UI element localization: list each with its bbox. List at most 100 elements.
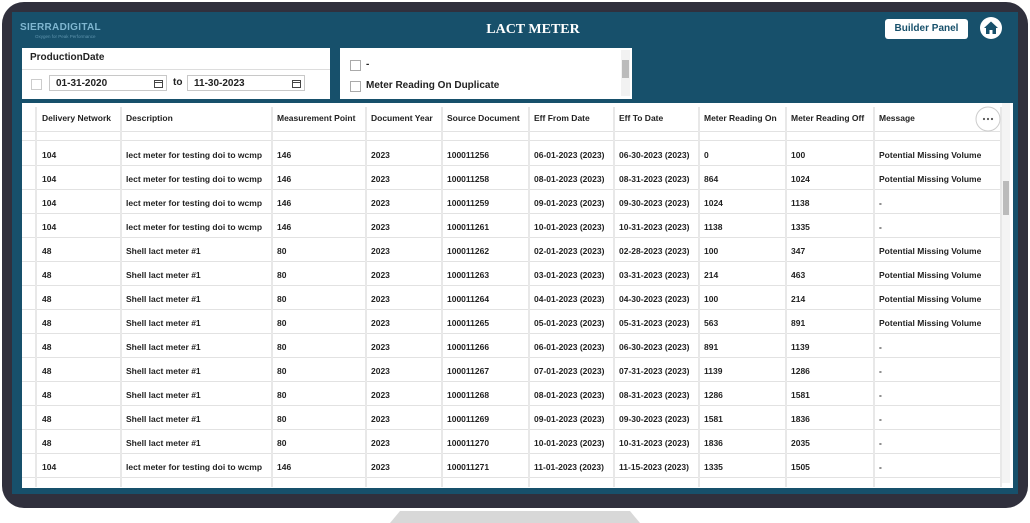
row-line <box>22 261 1002 262</box>
table-cell: 104 <box>42 174 57 184</box>
table-cell: 2023 <box>371 174 390 184</box>
table-cell: 48 <box>42 318 52 328</box>
column-header: Meter Reading Off <box>791 113 865 123</box>
table-cell: 48 <box>42 414 52 424</box>
date-from[interactable]: 01-31-2020 <box>49 75 167 91</box>
table-cell: 03-01-2023 (2023) <box>534 270 605 280</box>
table-cell: 80 <box>277 270 287 280</box>
table-cell: 02-28-2023 (2023) <box>619 246 690 256</box>
table-cell: 06-01-2023 (2023) <box>534 150 605 160</box>
row-line <box>22 381 1002 382</box>
row-line <box>22 285 1002 286</box>
table-cell: 09-30-2023 (2023) <box>619 198 690 208</box>
table-cell: - <box>879 222 882 232</box>
row-line <box>22 333 1002 334</box>
table-cell: - <box>879 462 882 472</box>
checkbox[interactable] <box>350 60 361 71</box>
table-cell: 2023 <box>371 294 390 304</box>
table-cell: 10-01-2023 (2023) <box>534 222 605 232</box>
table-cell: 48 <box>42 390 52 400</box>
table-cell: 10-31-2023 (2023) <box>619 438 690 448</box>
table-cell: 06-30-2023 (2023) <box>619 150 690 160</box>
table-cell: 1581 <box>704 414 723 424</box>
header-line <box>22 131 1002 132</box>
table-cell: Shell lact meter #1 <box>126 318 201 328</box>
more-button[interactable] <box>974 105 1002 133</box>
table-cell: Shell lact meter #1 <box>126 294 201 304</box>
table-cell: 214 <box>704 270 719 280</box>
column-header: er <box>22 113 31 123</box>
builder-panel-button[interactable]: Builder Panel <box>885 19 968 39</box>
column-header: Meter Reading On <box>704 113 777 123</box>
checkbox[interactable] <box>31 79 42 90</box>
table-cell: 100011270 <box>447 438 490 448</box>
table-cell: 09-01-2023 (2023) <box>534 198 605 208</box>
table-cell: 48 <box>42 438 52 448</box>
table-cell: 146 <box>277 150 292 160</box>
table-cell: - <box>879 198 882 208</box>
v-scrollbar[interactable] <box>1002 103 1010 483</box>
table-cell: Potential Missing Volume <box>879 270 982 280</box>
row-line <box>22 477 1002 478</box>
table-cell: 06-30-2023 (2023) <box>619 342 690 352</box>
scroll-thumb[interactable] <box>1003 181 1009 215</box>
table-cell: 104 <box>42 462 57 472</box>
table-cell: 2023 <box>371 318 390 328</box>
calendar-icon <box>154 80 163 88</box>
table-cell: lect meter for testing doi to wcmp <box>126 462 263 472</box>
table-cell: 2023 <box>371 414 390 424</box>
table-cell: 0 <box>704 150 709 160</box>
scrollbar[interactable] <box>621 50 630 96</box>
table-cell: 48 <box>42 246 52 256</box>
table-cell: Shell lact meter #1 <box>126 390 201 400</box>
to-label: to <box>173 77 183 88</box>
column-divider <box>441 107 443 487</box>
row-line <box>22 357 1002 358</box>
table-cell: 100 <box>704 294 719 304</box>
table-cell: 05-01-2023 (2023) <box>534 318 605 328</box>
column-header: Description <box>126 113 173 123</box>
date-to[interactable]: 11-30-2023 <box>187 75 305 91</box>
table-cell: 08-31-2023 (2023) <box>619 390 690 400</box>
table-cell: Potential Missing Volume <box>879 294 982 304</box>
table-cell: 1138 <box>704 222 723 232</box>
partial-row-line <box>22 140 1002 141</box>
date-text: 11-30-2023 <box>194 78 245 89</box>
table-cell: - <box>879 390 882 400</box>
column-header: Measurement Point <box>277 113 356 123</box>
table-cell: 80 <box>277 366 287 376</box>
column-header: Eff To Date <box>619 113 664 123</box>
table-cell: 04-01-2023 (2023) <box>534 294 605 304</box>
table-cell: 07-01-2023 (2023) <box>534 366 605 376</box>
table-cell: Potential Missing Volume <box>879 318 982 328</box>
calendar-icon <box>292 80 301 88</box>
table-cell: 100011266 <box>447 342 490 352</box>
table-cell: 100011267 <box>447 366 490 376</box>
row-line <box>22 429 1002 430</box>
table-cell: 100011262 <box>447 246 490 256</box>
scroll-thumb[interactable] <box>622 60 629 78</box>
table-cell: 1138 <box>791 198 810 208</box>
checklist-item: Meter Reading On Duplicate <box>366 80 500 91</box>
table-cell: 2023 <box>371 270 390 280</box>
column-divider <box>365 107 367 487</box>
filter-label: ProductionDate <box>30 52 105 63</box>
column-header: Message <box>879 113 915 123</box>
monitor-stand <box>390 511 640 523</box>
table-cell: 146 <box>277 198 292 208</box>
table-cell: - <box>879 414 882 424</box>
table-cell: 1836 <box>704 438 723 448</box>
table-cell: lect meter for testing doi to wcmp <box>126 222 263 232</box>
table-cell: 100011271 <box>447 462 490 472</box>
table-cell: 80 <box>277 414 287 424</box>
table-cell: 2023 <box>371 222 390 232</box>
row-line <box>22 213 1002 214</box>
table-cell: 10-31-2023 (2023) <box>619 222 690 232</box>
home-button[interactable] <box>979 16 1003 40</box>
table-cell: 2023 <box>371 198 390 208</box>
table-cell: 1024 <box>704 198 723 208</box>
table-cell: 1335 <box>791 222 810 232</box>
table-cell: 48 <box>42 366 52 376</box>
table-cell: lect meter for testing doi to wcmp <box>126 174 263 184</box>
checkbox[interactable] <box>350 81 361 92</box>
